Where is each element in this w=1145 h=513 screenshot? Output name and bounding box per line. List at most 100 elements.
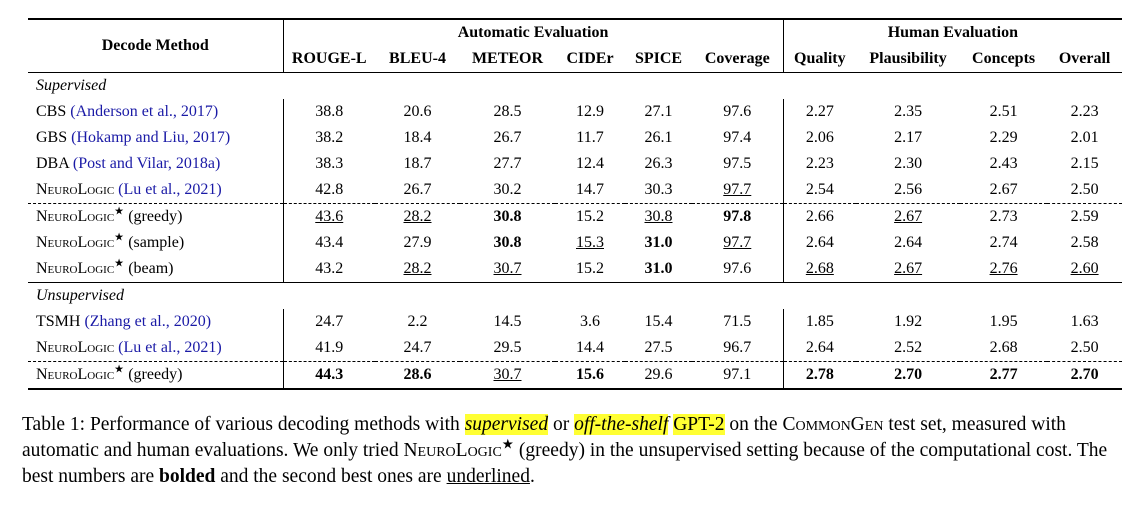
value-cell: 2.67: [856, 256, 960, 283]
value-text: 2.64: [894, 234, 923, 251]
section-row: Unsupervised: [28, 282, 1123, 309]
value-cell: 2.17: [856, 125, 960, 151]
column-header: CIDEr: [555, 46, 625, 73]
method-cell: DBA (Post and Vilar, 2018a): [28, 151, 284, 177]
value-cell: 97.7: [692, 177, 784, 204]
section-label: Supervised: [28, 72, 1123, 99]
method-star: ★: [114, 231, 125, 244]
value-text: 38.3: [315, 155, 344, 172]
value-cell: 97.8: [692, 203, 784, 230]
method-cell: TSMH (Zhang et al., 2020): [28, 309, 284, 335]
value-cell: 2.73: [960, 203, 1048, 230]
value-text: 2.67: [894, 208, 923, 225]
value-text: 43.4: [315, 234, 344, 251]
value-cell: 2.15: [1047, 151, 1122, 177]
value-text: 24.7: [315, 313, 344, 330]
value-cell: 26.7: [460, 125, 555, 151]
value-text: 2.58: [1070, 234, 1099, 251]
data-row: NeuroLogic★ (beam) 43.2 28.2 30.7 15.2 31.0 97…: [28, 256, 1122, 283]
value-text: 27.1: [644, 103, 673, 120]
value-text: 18.7: [403, 155, 432, 172]
value-text: 2.66: [805, 208, 834, 225]
value-cell: 2.23: [783, 151, 856, 177]
value-cell: 27.9: [375, 230, 460, 256]
method-cell: NeuroLogic (Lu et al., 2021): [28, 335, 284, 362]
value-cell: 2.78: [783, 361, 857, 390]
value-cell: 15.6: [555, 361, 625, 390]
results-table: Decode Method Automatic Evaluation Human E…: [28, 18, 1123, 390]
value-cell: 27.7: [460, 151, 555, 177]
value-cell: 29.5: [460, 335, 555, 362]
value-cell: 97.6: [692, 99, 784, 125]
value-text: 97.7: [723, 234, 752, 251]
method-cell: NeuroLogic (Lu et al., 2021): [28, 177, 284, 204]
value-cell: 15.2: [555, 256, 625, 283]
caption-text: test set, measured with automatic and hu…: [22, 414, 1066, 461]
value-cell: 27.1: [625, 99, 692, 125]
value-text: 2.51: [989, 103, 1018, 120]
value-cell: 30.8: [460, 230, 555, 256]
value-text: 2.60: [1070, 260, 1099, 277]
value-text: 30.2: [493, 181, 522, 198]
method-cell: NeuroLogic★ (greedy): [28, 203, 284, 230]
method-cell: NeuroLogic★ (sample): [28, 230, 284, 256]
value-text: 2.68: [805, 260, 834, 277]
value-text: 26.7: [493, 129, 522, 146]
caption-text: on the: [724, 414, 783, 435]
value-cell: 97.1: [692, 361, 784, 390]
caption-text: CommonGen: [782, 414, 884, 435]
value-cell: 97.5: [692, 151, 784, 177]
data-row: NeuroLogic (Lu et al., 2021) 42.8 26.7 30.2…: [28, 177, 1122, 204]
value-text: 2.74: [989, 234, 1018, 251]
method-name: DBA: [36, 155, 69, 172]
value-text: 41.9: [315, 339, 344, 356]
caption-text: GPT-2: [673, 414, 725, 435]
value-cell: 38.8: [283, 99, 375, 125]
value-cell: 2.52: [856, 335, 960, 362]
value-text: 27.9: [403, 234, 432, 251]
data-row: TSMH (Zhang et al., 2020) 24.7 2.2 14.5 3.6 1…: [28, 309, 1122, 335]
value-cell: 2.77: [960, 361, 1048, 390]
value-cell: 2.70: [856, 361, 961, 390]
value-text: 31.0: [644, 234, 673, 251]
value-text: 27.5: [644, 339, 673, 356]
value-cell: 30.8: [460, 203, 555, 230]
value-cell: 30.7: [460, 361, 555, 390]
value-text: 2.30: [894, 155, 923, 172]
value-cell: 15.3: [555, 230, 625, 256]
value-text: 30.8: [493, 208, 522, 225]
citation: (Lu et al., 2021): [118, 181, 222, 198]
value-cell: 28.5: [460, 99, 555, 125]
caption-text: .: [529, 466, 535, 487]
value-cell: 2.74: [960, 230, 1047, 256]
value-text: 2.67: [894, 260, 923, 277]
citation: (Hokamp and Liu, 2017): [71, 129, 231, 146]
value-cell: 2.64: [856, 230, 960, 256]
column-header: Plausibility: [856, 46, 961, 73]
method-cell: NeuroLogic★ (beam): [28, 256, 284, 283]
value-text: 30.7: [493, 366, 522, 383]
value-cell: 44.3: [283, 361, 375, 390]
value-cell: 30.2: [460, 177, 555, 204]
citation: (Post and Vilar, 2018a): [72, 155, 221, 172]
method-cell: NeuroLogic★ (greedy): [28, 361, 284, 390]
value-text: 2.70: [1070, 366, 1099, 383]
caption-text: NeuroLogic: [403, 440, 502, 461]
value-text: 3.6: [580, 313, 600, 330]
data-row: NeuroLogic (Lu et al., 2021) 41.9 24.7 29.5…: [28, 335, 1122, 362]
value-text: 2.78: [805, 366, 834, 383]
value-cell: 29.6: [625, 361, 692, 390]
value-text: 97.5: [723, 155, 752, 172]
value-cell: 38.2: [283, 125, 375, 151]
value-text: 30.8: [644, 208, 673, 225]
column-header: SPICE: [625, 46, 692, 73]
section-label: Unsupervised: [28, 282, 1123, 309]
method-star: ★: [114, 205, 125, 218]
method-name: NeuroLogic: [36, 260, 115, 277]
value-text: 12.4: [576, 155, 604, 172]
caption-text: off-the-shelf: [574, 414, 669, 435]
data-row: NeuroLogic★ (greedy) 44.3 28.6 30.7 15.6 29.6…: [28, 361, 1123, 390]
value-text: 31.0: [644, 260, 673, 277]
value-cell: 14.5: [460, 309, 555, 335]
value-cell: 2.64: [783, 335, 856, 362]
